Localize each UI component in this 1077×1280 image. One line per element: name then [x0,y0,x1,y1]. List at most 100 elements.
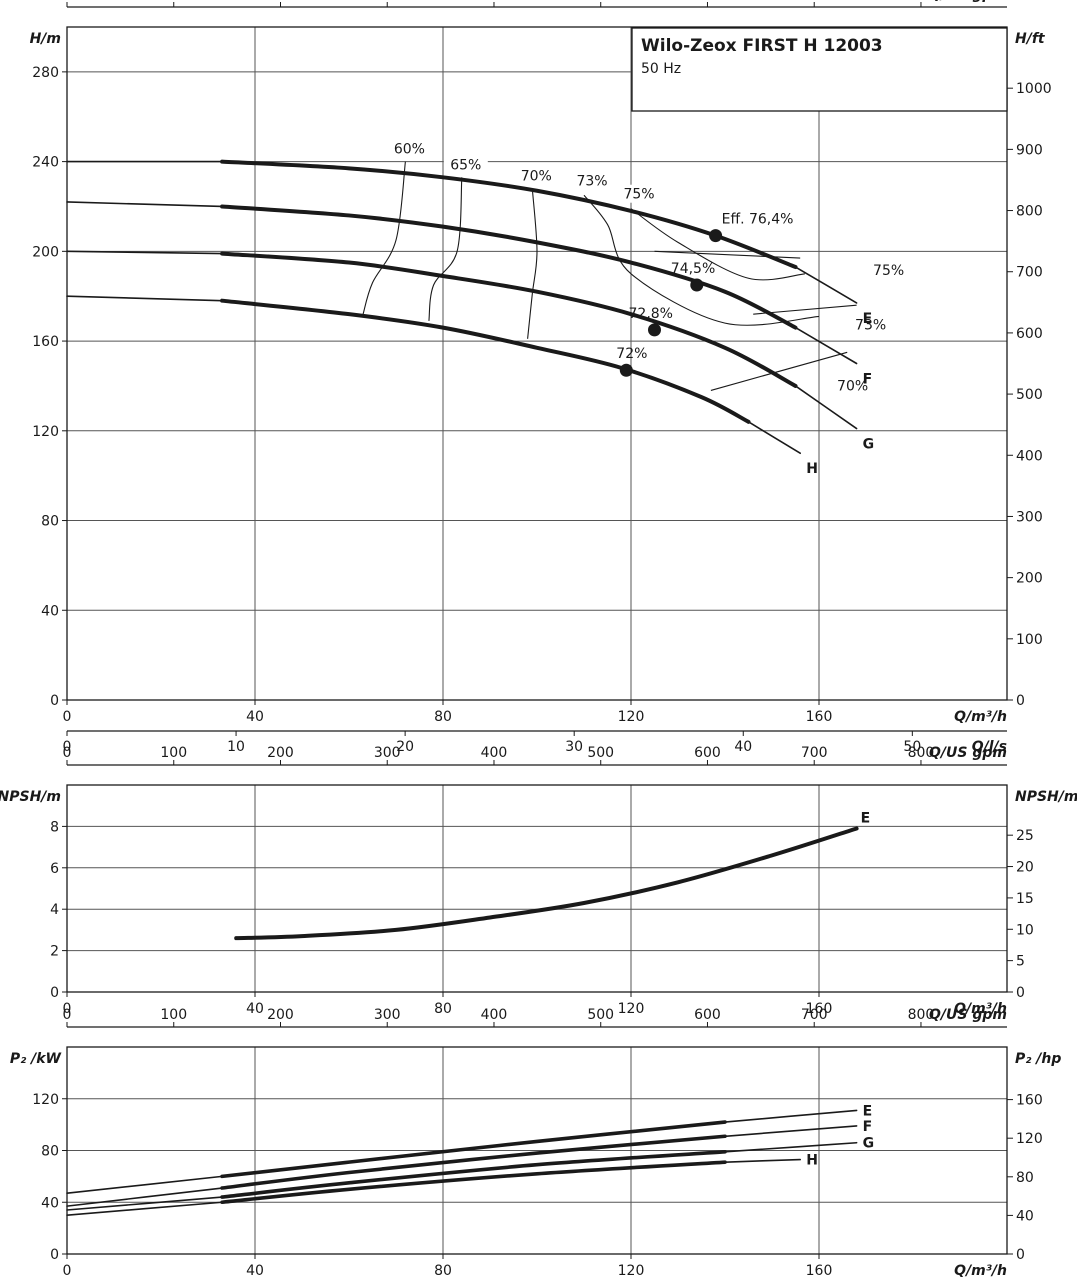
x2-tick-label: 300 [374,1007,401,1023]
head-curve-thin-F [66,201,223,208]
y2-tick-label: 800 [1016,204,1043,220]
power-curve-E [220,1120,727,1179]
y2-axis-label: NPSH/m [1015,789,1077,805]
chart-title: Wilo-Zeox FIRST H 12003 [641,36,883,56]
y-tick-label: 0 [50,693,59,709]
y-tick-label: 80 [41,514,59,530]
power-curve-thin-F [66,1187,223,1207]
bep-label: Eff. 76,4% [722,212,794,228]
head-curve-F [220,204,798,330]
x2-tick-label: 800 [908,1007,935,1023]
power-curve-G [220,1149,727,1199]
x2-tick-label: 800 [908,745,935,761]
x2-tick-label: 400 [481,1007,508,1023]
x2-tick-label: 600 [694,0,721,3]
x2-tick-label: 600 [694,1007,721,1023]
y-tick-label: 0 [50,985,59,1001]
y2-tick-label: 160 [1016,1093,1043,1109]
y2-tick-label: 15 [1016,891,1034,907]
power-curve-end-H [724,1158,801,1163]
head-curve-end-H [747,421,801,455]
y2-tick-label: 40 [1016,1208,1034,1224]
head-curve-G [220,251,798,388]
x2-tick-label: 200 [267,745,294,761]
power-curve-H [220,1160,727,1205]
y-tick-label: 240 [32,155,59,171]
y2-tick-label: 100 [1016,632,1043,648]
x-tick-label: 0 [63,709,72,725]
x-tick-label: 160 [806,709,833,725]
y2-tick-label: 700 [1016,265,1043,281]
power-curve-thin-H [66,1201,223,1216]
x-tick-label: 0 [63,1263,72,1279]
power-curve-thin-E [66,1175,223,1194]
x2-tick-label: 500 [587,1007,614,1023]
bep-label: 72,8% [629,306,673,322]
y-axis-label: P₂ /kW [10,1051,62,1067]
efficiency-label: 65% [450,157,481,173]
power-curve-end-E [724,1109,858,1123]
efficiency-connector [753,304,857,315]
y-axis-label: NPSH/m [0,789,61,805]
x2-axis-label: Q/US gpm [929,745,1007,761]
efficiency-line [362,161,406,315]
x2-tick-label: 100 [160,745,187,761]
x-tick-label: 160 [806,1263,833,1279]
y2-tick-label: 25 [1016,828,1034,844]
x-tick-label: 80 [434,1263,452,1279]
efficiency-end-label: 73% [855,318,886,334]
y2-tick-label: 80 [1016,1170,1034,1186]
curve-label: E [861,810,871,826]
x2-tick-label: 700 [801,745,828,761]
x2-tick-label: 200 [267,1007,294,1023]
chart-subtitle: 50 Hz [641,61,681,77]
bep-label: 72% [616,346,647,362]
x-axis-label: Q/m³/h [954,1001,1007,1017]
curve-label: F [863,372,873,388]
x2-tick-label: 600 [694,745,721,761]
x2-tick-label: 500 [587,745,614,761]
head-chart-panel: 04080120160Q/m³/h01002003004005006007008… [30,0,1052,755]
x3-axis-label: Q/l/s [972,739,1007,755]
head-curve-thin-G [66,250,223,255]
y2-tick-label: 400 [1016,448,1043,464]
x2-tick-label: 800 [908,0,935,3]
curve-label: H [806,461,818,477]
x2-tick-label: 300 [374,745,401,761]
y2-tick-label: 0 [1016,985,1025,1001]
y-tick-label: 120 [32,1092,59,1108]
x2-tick-label: 700 [801,0,828,3]
x2-tick-label: 700 [801,1007,828,1023]
y-tick-label: 40 [41,603,59,619]
y2-tick-label: 10 [1016,922,1034,938]
x-tick-label: 40 [246,709,264,725]
x2-tick-label: 100 [160,1007,187,1023]
bep-marker [648,323,661,337]
y2-axis-label: H/ft [1015,31,1046,47]
y2-tick-label: 300 [1016,509,1043,525]
y-axis-label: H/m [30,31,61,47]
x2-tick-label: 400 [481,0,508,3]
efficiency-label-bg [514,166,559,185]
y-tick-label: 120 [32,424,59,440]
curve-label: E [863,311,873,327]
x-tick-label: 40 [246,1001,264,1017]
y2-tick-label: 500 [1016,387,1043,403]
power-chart-panel: 0 40 80 120 160 Q/m³/h0 100 200 300 400 500 600 700 8… [10,1007,1062,1279]
efficiency-line [583,194,820,326]
x2-tick-label: 400 [481,745,508,761]
bep-marker [709,229,723,243]
head-curve-end-F [794,326,858,365]
y2-tick-label: 20 [1016,860,1034,876]
x3-tick-label: 50 [903,739,921,755]
plot-frame [66,26,1008,701]
x2-tick-label: 0 [63,0,72,3]
head-curve-H [220,298,751,424]
efficiency-line [428,177,463,321]
efficiency-line [527,188,538,339]
power-curve-end-F [724,1125,858,1138]
efficiency-label-bg [443,155,488,174]
efficiency-connector [654,250,801,259]
x3-tick-label: 10 [227,739,245,755]
efficiency-label-bg [617,184,661,203]
